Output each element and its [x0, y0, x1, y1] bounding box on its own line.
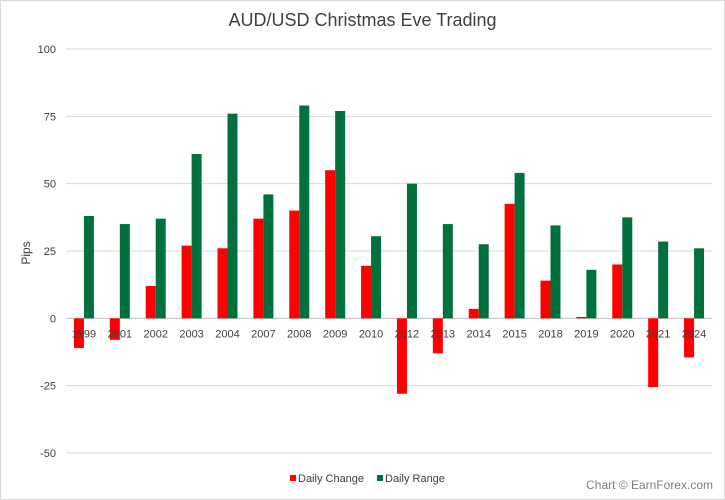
bar-daily-change: [684, 318, 695, 358]
y-tick-label: 0: [50, 313, 56, 325]
bar-daily-range: [514, 172, 525, 319]
bar-daily-range: [299, 105, 310, 319]
bar-daily-change: [109, 318, 120, 340]
bar-daily-range: [622, 217, 633, 319]
bar-daily-range: [658, 241, 669, 319]
bar-daily-range: [191, 154, 202, 319]
bar-daily-range: [406, 183, 417, 319]
legend-label: Daily Change: [298, 473, 364, 485]
x-tick-label: 2009: [323, 328, 347, 340]
bar-daily-range: [586, 269, 597, 319]
bar-daily-range: [83, 215, 94, 319]
bar-daily-change: [576, 316, 587, 319]
x-tick-label: 2014: [466, 328, 490, 340]
x-tick-label: 2015: [502, 328, 526, 340]
bar-daily-change: [432, 318, 443, 354]
x-tick-label: 2020: [610, 328, 634, 340]
y-axis: -50 -25 0 25 50 75 100: [38, 44, 56, 460]
bar-daily-range: [155, 218, 166, 319]
bar-daily-change: [217, 248, 228, 319]
bar-daily-change: [289, 210, 300, 319]
legend-swatch: [290, 475, 296, 481]
chart-title: AUD/USD Christmas Eve Trading: [228, 10, 497, 30]
gridlines: [66, 48, 712, 454]
bar-daily-range: [442, 224, 453, 319]
bar-daily-range: [694, 248, 705, 319]
bar-daily-change: [504, 203, 515, 319]
bar-daily-change: [468, 308, 479, 319]
bar-daily-change: [325, 170, 336, 319]
x-tick-label: 2002: [143, 328, 167, 340]
x-tick-label: 2004: [215, 328, 239, 340]
bar-daily-range: [550, 225, 561, 319]
bar-daily-range: [263, 194, 274, 319]
bar-daily-range: [371, 236, 382, 319]
chart-credit: Chart © EarnForex.com: [586, 478, 713, 492]
bar-daily-change: [648, 318, 659, 388]
bar-daily-change: [612, 264, 623, 319]
x-tick-label: 2001: [108, 328, 132, 340]
bar-daily-change: [540, 280, 551, 319]
y-tick-label: -50: [40, 448, 56, 460]
x-tick-label: 2018: [538, 328, 562, 340]
legend-swatch: [377, 475, 383, 481]
x-tick-label: 2012: [395, 328, 419, 340]
bar-daily-range: [119, 224, 130, 319]
bar-daily-change: [73, 318, 84, 348]
x-tick-label: 1999: [72, 328, 96, 340]
x-tick-label: 2008: [287, 328, 311, 340]
y-tick-label: 100: [38, 44, 56, 56]
bar-daily-range: [227, 113, 238, 319]
y-tick-label: 25: [44, 246, 56, 258]
x-tick-label: 2019: [574, 328, 598, 340]
bar-daily-range: [335, 110, 346, 319]
y-tick-label: 75: [44, 111, 56, 123]
x-tick-label: 2013: [431, 328, 455, 340]
y-tick-label: 50: [44, 179, 56, 191]
legend: Daily Change Daily Range: [290, 473, 445, 485]
bars: [73, 105, 705, 394]
x-tick-label: 2024: [682, 328, 706, 340]
bar-daily-change: [181, 245, 192, 319]
legend-label: Daily Range: [385, 473, 445, 485]
x-tick-label: 2003: [179, 328, 203, 340]
x-tick-label: 2021: [646, 328, 670, 340]
y-axis-label: Pips: [19, 241, 33, 264]
y-tick-label: -25: [40, 381, 56, 393]
x-axis: 1999 2001 2002 2003 2004 2007 2008 2009 2010 2012…: [72, 328, 707, 340]
bar-daily-change: [145, 286, 156, 319]
bar-daily-change: [361, 265, 372, 319]
bar-daily-range: [478, 244, 489, 319]
bar-daily-change: [396, 318, 407, 394]
bar-daily-change: [253, 218, 264, 319]
x-tick-label: 2007: [251, 328, 275, 340]
x-tick-label: 2010: [359, 328, 383, 340]
